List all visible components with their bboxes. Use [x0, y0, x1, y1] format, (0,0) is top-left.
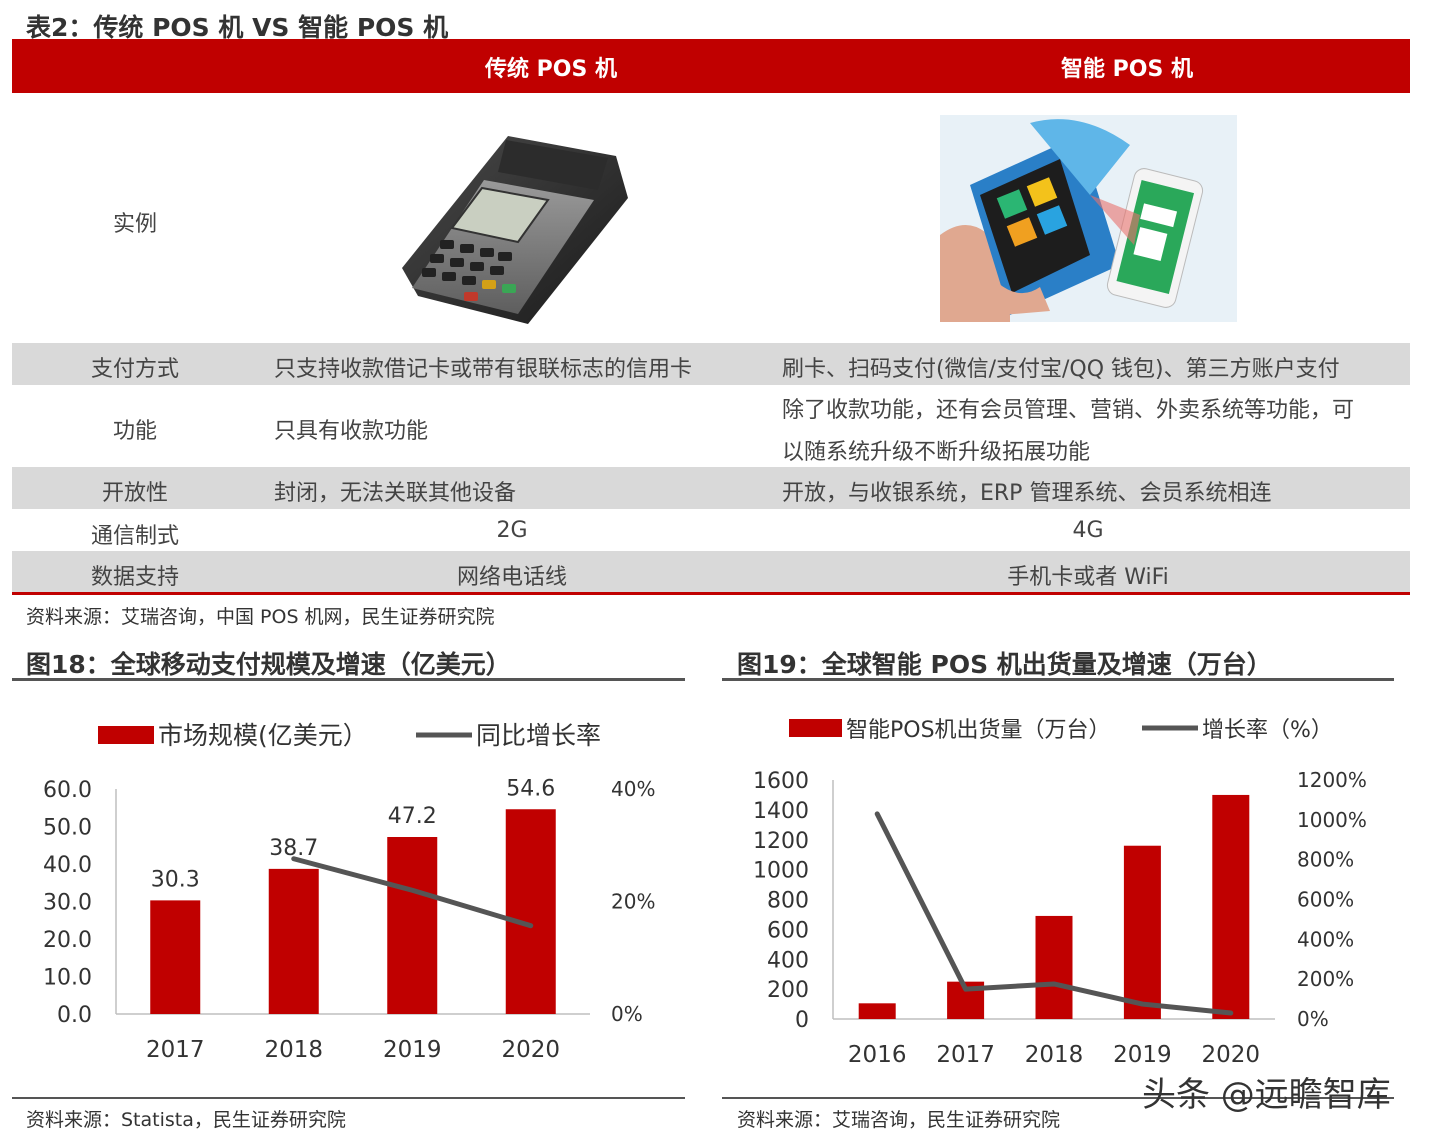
growth-rate-line — [291, 856, 534, 929]
legend-label-bar: 智能POS机出货量（万台） — [846, 718, 1111, 743]
legend-label-bar: 市场规模(亿美元） — [158, 721, 368, 750]
bar-2020 — [1212, 794, 1250, 1019]
bar-2020 — [505, 809, 556, 1014]
figure19-bottom-rule — [722, 1097, 1394, 1099]
legend-label-line: 增长率（%） — [1202, 718, 1333, 743]
x-tick-label: 2016 — [848, 1042, 907, 1068]
y2-tick-label: 800% — [1297, 848, 1354, 872]
bar-value-label: 47.2 — [388, 804, 437, 829]
row-label: 通信制式 — [90, 524, 179, 549]
traditional-cell: 网络电话线 — [456, 565, 568, 590]
smart-cell: 4G — [1072, 518, 1104, 543]
figure18-source: 资料来源：Statista，民生证券研究院 — [26, 1109, 346, 1131]
bar-2018 — [1035, 915, 1073, 1019]
x-tick-label: 2018 — [264, 1037, 323, 1063]
header-traditional-pos: 传统 POS 机 — [485, 57, 617, 82]
y2-tick-label: 400% — [1297, 927, 1354, 951]
x-tick-label: 2017 — [936, 1042, 995, 1068]
bar-2019 — [387, 837, 438, 1014]
table-header: 传统 POS 机 智能 POS 机 — [12, 39, 1410, 93]
header-smart-pos: 智能 POS 机 — [1061, 57, 1193, 82]
y2-tick-label: 0% — [1297, 1007, 1329, 1031]
y-tick-label: 50.0 — [43, 816, 92, 841]
y-tick-label: 800 — [767, 889, 809, 914]
smart-cell-line-1: 除了收款功能，还有会员管理、营销、外卖系统等功能，可 — [782, 398, 1355, 423]
table-row: 数据支持 网络电话线 手机卡或者 WiFi — [12, 551, 1410, 592]
y-tick-label: 1200 — [753, 829, 809, 854]
figure18-title: 图18：全球移动支付规模及增速（亿美元） — [26, 650, 511, 679]
bar-value-label: 30.3 — [151, 867, 200, 892]
table-row: 通信制式 2G 4G — [12, 509, 1410, 551]
x-tick-label: 2019 — [383, 1037, 442, 1063]
y-tick-label: 30.0 — [43, 891, 92, 916]
traditional-cell: 只支持收款借记卡或带有银联标志的信用卡 — [274, 357, 693, 382]
smart-cell-line-2: 以随系统升级不断升级拓展功能 — [782, 440, 1091, 465]
y2-tick-label: 0% — [611, 1002, 643, 1026]
figure18-bottom-rule — [12, 1097, 685, 1099]
y2-tick-label: 20% — [611, 890, 655, 914]
figure18-title-rule — [12, 678, 685, 681]
x-tick-label: 2018 — [1025, 1042, 1084, 1068]
bar-2016 — [858, 1003, 896, 1019]
smart-cell: 开放，与收银系统，ERP 管理系统、会员系统相连 — [782, 481, 1272, 506]
legend-swatch-bar — [789, 719, 842, 737]
y2-tick-label: 40% — [611, 777, 655, 801]
bar-value-label: 54.6 — [506, 776, 555, 801]
table-row: 开放性 封闭，无法关联其他设备 开放，与收银系统，ERP 管理系统、会员系统相连 — [12, 467, 1410, 509]
traditional-pos-terminal-image — [402, 136, 628, 324]
figure19-source: 资料来源：艾瑞咨询，民生证券研究院 — [737, 1109, 1061, 1131]
y-tick-label: 60.0 — [43, 778, 92, 803]
row-label-example: 实例 — [112, 212, 157, 237]
x-tick-label: 2020 — [501, 1037, 560, 1063]
figure19-title: 图19：全球智能 POS 机出货量及增速（万台） — [737, 650, 1272, 679]
y2-tick-label: 1000% — [1297, 808, 1367, 832]
smart-cell: 手机卡或者 WiFi — [1007, 565, 1169, 590]
table-row: 支付方式 只支持收款借记卡或带有银联标志的信用卡 刷卡、扫码支付(微信/支付宝/… — [12, 343, 1410, 385]
figure18-chart: 市场规模(亿美元） 同比增长率 0.0 10.0 20.0 30.0 40.0 50.0 60.… — [43, 721, 655, 1063]
legend-swatch-bar — [98, 726, 154, 744]
row-label: 数据支持 — [90, 565, 179, 590]
y-tick-label: 1600 — [753, 769, 809, 794]
traditional-cell: 只具有收款功能 — [274, 419, 429, 444]
y-tick-label: 0 — [795, 1008, 809, 1033]
watermark: 头条 @远瞻智库 — [1142, 1075, 1391, 1115]
y-tick-label: 40.0 — [43, 853, 92, 878]
legend-label-line: 同比增长率 — [476, 721, 601, 750]
x-tick-label: 2019 — [1113, 1042, 1172, 1068]
table-bottom-rule — [12, 592, 1410, 595]
table-source: 资料来源：艾瑞咨询，中国 POS 机网，民生证券研究院 — [26, 606, 495, 628]
y-tick-label: 10.0 — [43, 966, 92, 991]
growth-rate-line — [874, 811, 1234, 1016]
table-title: 表2：传统 POS 机 VS 智能 POS 机 — [26, 13, 449, 42]
figure19-title-rule — [722, 678, 1394, 681]
x-tick-label: 2020 — [1202, 1042, 1261, 1068]
traditional-cell: 封闭，无法关联其他设备 — [274, 481, 517, 506]
row-label: 开放性 — [101, 481, 168, 506]
y-tick-label: 600 — [767, 918, 809, 943]
traditional-cell: 2G — [496, 518, 528, 543]
smart-cell: 刷卡、扫码支付(微信/支付宝/QQ 钱包)、第三方账户支付 — [782, 357, 1340, 382]
row-label: 支付方式 — [90, 357, 179, 382]
y-tick-label: 200 — [767, 978, 809, 1003]
x-tick-label: 2017 — [146, 1037, 205, 1063]
y2-tick-label: 200% — [1297, 967, 1354, 991]
smart-pos-terminal-image — [940, 115, 1237, 322]
y-tick-label: 1400 — [753, 799, 809, 824]
table-row: 功能 只具有收款功能 除了收款功能，还有会员管理、营销、外卖系统等功能，可 以随… — [12, 385, 1410, 467]
figure19-chart: 智能POS机出货量（万台） 增长率（%） 0 200 400 600 800 1000 1200… — [753, 718, 1367, 1068]
y-tick-label: 0.0 — [57, 1003, 92, 1028]
bar-2019 — [1123, 845, 1161, 1019]
y-tick-label: 400 — [767, 948, 809, 973]
row-label: 功能 — [112, 419, 157, 444]
bar-2017 — [150, 900, 201, 1014]
y-tick-label: 20.0 — [43, 928, 92, 953]
y2-tick-label: 1200% — [1297, 768, 1367, 792]
bar-2018 — [268, 868, 319, 1014]
y2-tick-label: 600% — [1297, 888, 1354, 912]
y-tick-label: 1000 — [753, 859, 809, 884]
